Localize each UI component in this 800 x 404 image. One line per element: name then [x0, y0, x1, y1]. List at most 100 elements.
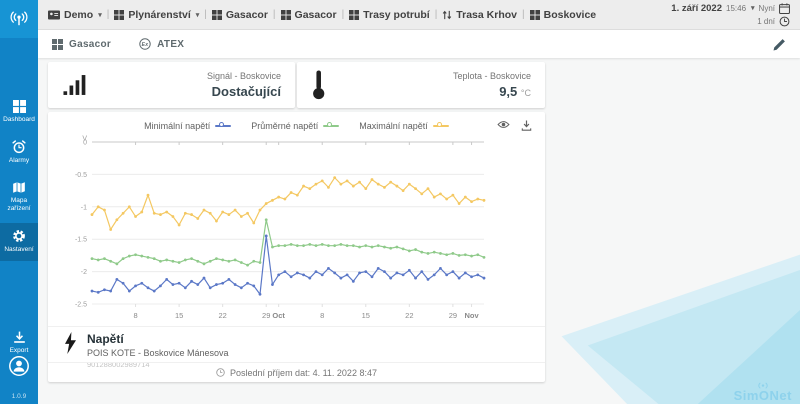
chevron-down-icon: ▾ — [98, 11, 102, 19]
svg-text:8: 8 — [133, 311, 137, 320]
simonet-watermark: SimONet — [734, 382, 792, 402]
breadcrumb-separator: | — [522, 9, 525, 20]
legend-item-min[interactable]: Minimální napětí — [144, 121, 231, 131]
sidebar-item-label: Dashboard — [3, 116, 35, 125]
temperature-widget[interactable]: Teplota - Boskovice 9,5 °C — [297, 62, 545, 108]
legend-label: Minimální napětí — [144, 121, 210, 131]
breadcrumb-label: Plynárenství — [128, 9, 190, 21]
measurement-subtitle: POIS KOTE - Boskovice Mánesova — [87, 348, 229, 358]
chevron-down-icon: ▾ — [751, 4, 755, 12]
breadcrumb-label: Gasacor — [226, 9, 268, 21]
breadcrumb-item-trasa-krhov[interactable]: Trasa Krhov — [442, 9, 517, 21]
sidebar-item-nastaveni[interactable]: Nastavení — [0, 223, 38, 261]
signal-widget[interactable]: Signál - Boskovice Dostačující — [48, 62, 295, 108]
tab-gasacor[interactable]: Gasacor — [52, 39, 111, 50]
clock-icon — [216, 368, 225, 377]
top-header-bar: Demo ▾ | Plynárenství ▾ | Gasacor | — [38, 0, 800, 30]
app-root: Dashboard Alarmy Mapa zařízení — [0, 0, 800, 404]
svg-text:-0.5: -0.5 — [75, 172, 87, 179]
svg-text:22: 22 — [405, 311, 413, 320]
date-controls: 1. září 2022 15:46 ▾ Nyní 1 dní — [671, 3, 790, 27]
time-label: 15:46 — [726, 4, 746, 13]
now-label: Nyní — [759, 4, 775, 13]
svg-text:29: 29 — [262, 311, 270, 320]
last-data-label: Poslední příjem dat: 4. 11. 2022 8:47 — [230, 368, 377, 378]
breadcrumb: Demo ▾ | Plynárenství ▾ | Gasacor | — [48, 9, 671, 21]
voltage-chart-widget: Minimální napětí Průměrné napětí Maximál… — [48, 112, 545, 382]
legend-item-avg[interactable]: Průměrné napětí — [251, 121, 339, 131]
group-grid-icon — [349, 10, 359, 20]
legend-marker-icon — [215, 122, 231, 130]
sidebar-item-mapa-zarizeni[interactable]: Mapa zařízení — [0, 175, 38, 221]
dashboard-icon — [13, 100, 26, 113]
breadcrumb-label: Gasacor — [295, 9, 337, 21]
toggle-visibility-button[interactable] — [497, 120, 510, 131]
legend-marker-icon — [323, 122, 339, 130]
legend-label: Průměrné napětí — [251, 121, 318, 131]
breadcrumb-item-demo[interactable]: Demo ▾ — [48, 9, 102, 21]
legend-item-max[interactable]: Maximální napětí — [359, 121, 449, 131]
svg-text:15: 15 — [362, 311, 370, 320]
group-grid-icon — [52, 39, 63, 50]
app-version: 1.0.9 — [0, 393, 38, 400]
breadcrumb-separator: | — [204, 9, 207, 20]
legend-label: Maximální napětí — [359, 121, 428, 131]
tab-label: Gasacor — [69, 39, 111, 50]
alarm-icon — [12, 140, 26, 154]
view-tab-bar: Gasacor Ex ATEX — [38, 30, 800, 58]
breadcrumb-item-boskovice[interactable]: Boskovice — [530, 9, 597, 21]
temperature-value: 9,5 — [499, 84, 517, 99]
breadcrumb-separator: | — [435, 9, 438, 20]
eye-icon — [497, 120, 510, 129]
gear-icon — [12, 229, 26, 243]
tab-atex[interactable]: Ex ATEX — [139, 38, 184, 50]
duration-label: 1 dní — [757, 17, 775, 26]
duration-picker[interactable]: 1 dní — [757, 16, 790, 27]
chevron-down-icon: ▾ — [196, 11, 200, 19]
temperature-unit: °C — [521, 88, 531, 98]
svg-text:15: 15 — [175, 311, 183, 320]
date-range-picker[interactable]: 1. září 2022 15:46 ▾ Nyní — [671, 3, 790, 14]
lightning-icon — [64, 332, 77, 354]
antenna-logo-icon — [8, 8, 30, 30]
breadcrumb-separator: | — [342, 9, 345, 20]
signal-bars-icon — [62, 74, 88, 96]
sidebar-item-export[interactable]: Export — [0, 331, 38, 356]
sidebar: Dashboard Alarmy Mapa zařízení — [0, 0, 38, 404]
svg-text:-2: -2 — [81, 269, 87, 276]
atex-ex-icon: Ex — [139, 38, 151, 50]
breadcrumb-item-gasacor-2[interactable]: Gasacor — [281, 9, 337, 21]
export-download-icon — [13, 331, 26, 344]
temperature-title: Teplota - Boskovice — [453, 71, 531, 81]
breadcrumb-item-plynarenstvi[interactable]: Plynárenství ▾ — [114, 9, 199, 21]
route-arrows-icon — [442, 10, 452, 20]
map-icon — [12, 181, 26, 194]
chart-legend: Minimální napětí Průměrné napětí Maximál… — [48, 112, 545, 134]
breadcrumb-separator: | — [273, 9, 276, 20]
svg-text:V: V — [82, 136, 87, 143]
user-avatar[interactable] — [8, 355, 30, 382]
sidebar-item-dashboard[interactable]: Dashboard — [0, 94, 38, 131]
measurement-title: Napětí — [87, 332, 229, 346]
breadcrumb-item-trasy-potrubi[interactable]: Trasy potrubí — [349, 9, 430, 21]
svg-text:Ex: Ex — [142, 42, 149, 48]
svg-text:8: 8 — [320, 311, 324, 320]
svg-text:22: 22 — [218, 311, 226, 320]
signal-value: Dostačující — [207, 84, 281, 99]
breadcrumb-item-gasacor-1[interactable]: Gasacor — [212, 9, 268, 21]
app-logo[interactable] — [0, 0, 38, 38]
breadcrumb-separator: | — [107, 9, 110, 20]
calendar-icon — [779, 3, 790, 14]
group-grid-icon — [281, 10, 291, 20]
voltage-chart[interactable]: 0-0.5-1-1.5-2-2.5V8152229Oct8152229Nov — [56, 134, 536, 326]
tab-label: ATEX — [157, 39, 184, 50]
account-badge-icon — [48, 10, 60, 20]
sidebar-item-alarmy[interactable]: Alarmy — [0, 134, 38, 172]
history-clock-icon — [779, 16, 790, 27]
watermark-label: SimONet — [734, 389, 792, 402]
edit-dashboard-button[interactable] — [773, 38, 786, 51]
legend-marker-icon — [433, 122, 449, 130]
chart-actions — [497, 120, 532, 131]
download-chart-button[interactable] — [521, 120, 532, 131]
svg-text:Nov: Nov — [464, 311, 479, 320]
